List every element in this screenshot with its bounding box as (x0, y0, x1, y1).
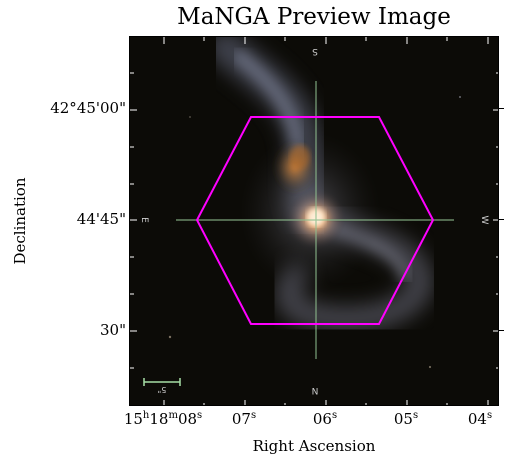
xtick-label-3: 05s (393, 410, 419, 428)
x-axis-label: Right Ascension (252, 437, 376, 455)
xtick-label-0: 15h18m08s (123, 410, 203, 428)
compass-east: E (139, 217, 149, 223)
ytick-label-2: 30" (100, 321, 126, 339)
compass-south: S (312, 46, 318, 56)
crosshair-icon (176, 81, 454, 359)
plot-title: MaNGA Preview Image (177, 4, 451, 30)
scale-bar-icon (143, 378, 181, 386)
axis-ticks (130, 37, 498, 405)
compass-north: N (312, 385, 319, 395)
xtick-label-2: 06s (312, 410, 338, 428)
scale-bar-label: 5" (158, 385, 167, 394)
galaxy-image: S N E W 5" (130, 37, 498, 405)
y-axis-label: Declination (11, 177, 29, 265)
galaxy-image-panel: S N E W 5" (129, 36, 499, 406)
ifu-hexagon-icon (195, 116, 435, 325)
ytick-label-0: 42°45'00" (50, 99, 126, 117)
xtick-label-4: 04s (467, 410, 493, 428)
xtick-label-1: 07s (231, 410, 257, 428)
compass-west: W (479, 216, 489, 225)
ytick-label-1: 44'45" (76, 210, 126, 228)
